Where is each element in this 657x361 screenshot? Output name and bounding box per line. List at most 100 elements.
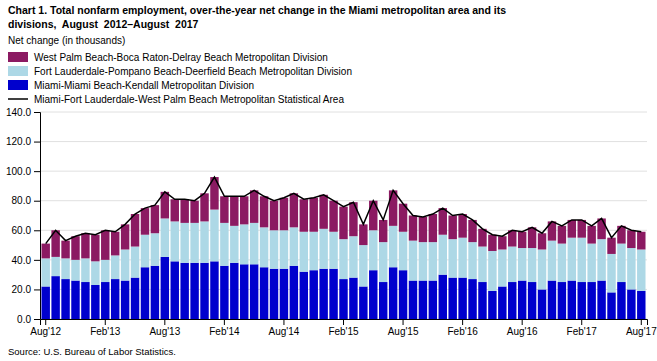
bar (468, 242, 476, 279)
bar (300, 199, 308, 232)
bar (91, 261, 99, 285)
bar (587, 244, 595, 282)
bar (171, 261, 179, 319)
grid-line (40, 200, 647, 201)
bar (419, 281, 427, 319)
bar (568, 220, 576, 238)
bar (41, 244, 49, 259)
tick-mark (34, 319, 40, 320)
bar (41, 286, 49, 319)
bar (379, 220, 387, 242)
bar (131, 214, 139, 247)
tick-label: 40.0 (12, 255, 32, 266)
legend-swatch (8, 52, 28, 62)
bar (478, 247, 486, 282)
bar (141, 267, 149, 319)
plot: 0.020.040.060.080.0100.0120.0140.0Aug'12… (6, 107, 657, 337)
tick-mark (34, 171, 40, 172)
bar (190, 201, 198, 223)
y-axis: 0.020.040.060.080.0100.0120.0140.0 (6, 107, 41, 325)
bar (339, 239, 347, 279)
bar (617, 282, 625, 319)
bar (429, 242, 437, 280)
tick-mark (34, 230, 40, 231)
tick-label: Aug'16 (507, 326, 538, 337)
tick-label: Aug'13 (149, 326, 180, 337)
marks (41, 177, 645, 319)
bar (200, 193, 208, 221)
bar (240, 196, 248, 224)
title: Chart 1. Total nonfarm employment, over-… (8, 4, 506, 16)
bar (448, 278, 456, 319)
bar (439, 235, 447, 275)
bar (280, 230, 288, 268)
bar (81, 282, 89, 319)
bar (180, 199, 188, 223)
bar (448, 239, 456, 277)
bar (528, 282, 536, 319)
tick-label: 100.0 (6, 166, 31, 177)
bar (498, 236, 506, 249)
tick-mark (164, 319, 165, 325)
tick: Aug'17 (626, 319, 657, 337)
tick-mark (343, 319, 344, 325)
y-axis-label: Net change (in thousands) (8, 35, 125, 46)
bar (349, 278, 357, 319)
bar (220, 196, 228, 223)
bar (91, 285, 99, 319)
tick-label: 60.0 (12, 225, 32, 236)
bar (488, 235, 496, 251)
bar (419, 242, 427, 280)
bar-series (41, 177, 645, 261)
bar (597, 239, 605, 280)
bar (260, 196, 268, 227)
bar (498, 286, 506, 319)
bar (81, 233, 89, 258)
bar (290, 193, 298, 227)
bar (250, 223, 258, 264)
bar (518, 281, 526, 319)
bar (121, 250, 129, 281)
bar (141, 235, 149, 268)
tick: 20.0 (12, 284, 40, 295)
bar (260, 267, 268, 319)
tick-label: 80.0 (12, 195, 32, 206)
bar (429, 281, 437, 319)
bar (587, 226, 595, 244)
tick-label: Feb'14 (209, 326, 240, 337)
bar (389, 267, 397, 319)
bar (310, 198, 318, 232)
bar (161, 218, 169, 256)
bar (617, 244, 625, 282)
tick-label: Aug'17 (626, 326, 657, 337)
bar (230, 226, 238, 263)
bar (270, 269, 278, 319)
bar (538, 233, 546, 249)
bar (439, 208, 447, 235)
bar (111, 255, 119, 279)
legend-label: West Palm Beach-Boca Raton-Delray Beach … (34, 52, 328, 63)
tick: Aug'15 (388, 319, 419, 337)
tick: Feb'17 (567, 319, 598, 337)
bar (458, 238, 466, 278)
tick-label: Feb'15 (328, 326, 359, 337)
legend-label: Miami-Fort Lauderdale-West Palm Beach Me… (34, 94, 344, 105)
bar (290, 227, 298, 265)
legend-item: Miami-Fort Lauderdale-West Palm Beach Me… (8, 94, 344, 105)
bar (558, 226, 566, 244)
bar (319, 195, 327, 229)
bar (528, 248, 536, 282)
bar (389, 190, 397, 225)
bar (329, 269, 337, 319)
legend-label: Fort Lauderdale-Pompano Beach-Deerfield … (34, 66, 352, 77)
bar (627, 248, 635, 289)
bar (280, 198, 288, 231)
bar (91, 235, 99, 262)
tick-label: Feb'17 (567, 326, 598, 337)
bar (200, 221, 208, 262)
bar (478, 229, 486, 247)
tick-mark (283, 319, 284, 325)
bar (220, 223, 228, 266)
tick: Feb'14 (209, 319, 240, 337)
bar (548, 241, 556, 281)
